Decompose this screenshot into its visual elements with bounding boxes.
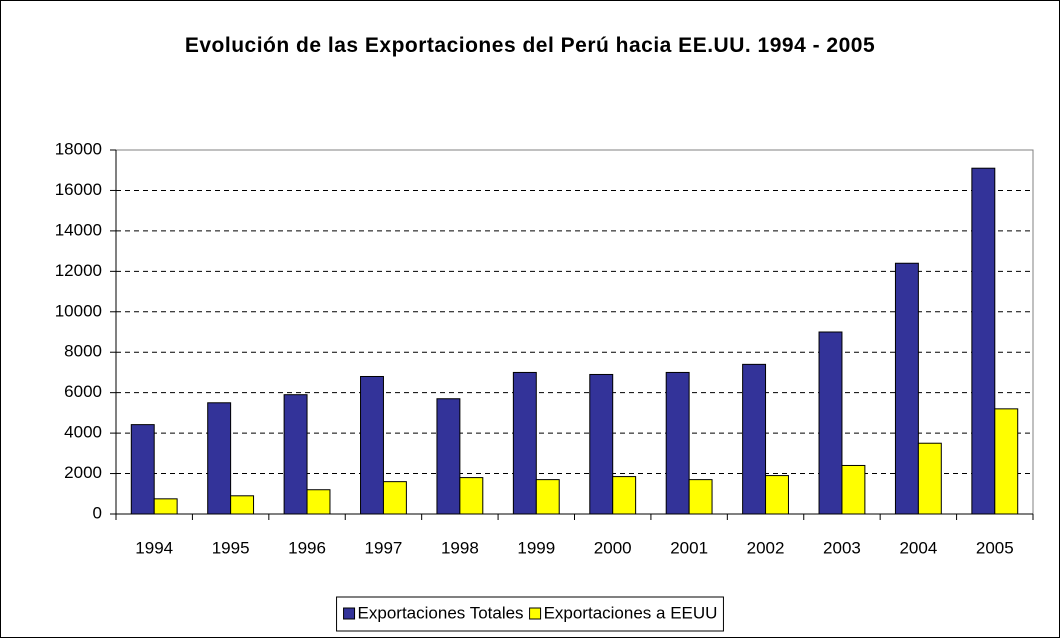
- x-tick-label: 2004: [899, 538, 937, 557]
- chart-title: Evolución de las Exportaciones del Perú …: [184, 34, 876, 57]
- bar: [971, 167, 996, 515]
- y-tick-label: 12000: [55, 261, 102, 280]
- x-tick-label: 1998: [441, 538, 479, 557]
- bar: [306, 489, 331, 515]
- bar: [512, 371, 537, 515]
- x-tick-label: 2003: [823, 538, 861, 557]
- x-tick-label: 2005: [976, 538, 1014, 557]
- y-tick-label: 6000: [64, 382, 102, 401]
- x-tick-label: 2002: [747, 538, 785, 557]
- bar: [994, 408, 1019, 515]
- bar: [917, 442, 942, 515]
- y-tick-label: 14000: [55, 220, 102, 239]
- bar: [535, 479, 560, 515]
- bar: [665, 371, 690, 515]
- x-tick-label: 1995: [212, 538, 250, 557]
- legend-label: Exportaciones Totales: [358, 603, 524, 622]
- bar: [230, 495, 255, 515]
- legend-label: Exportaciones a EEUU: [544, 603, 718, 622]
- bar: [207, 402, 232, 515]
- y-tick-label: 8000: [64, 342, 102, 361]
- bar: [436, 398, 461, 515]
- bar: [153, 498, 178, 515]
- bar: [765, 475, 789, 515]
- x-tick-label: 2001: [670, 538, 708, 557]
- x-tick-label: 1999: [517, 538, 555, 557]
- bar: [382, 481, 407, 515]
- bar: [841, 464, 866, 515]
- bar: [459, 477, 484, 515]
- x-tick-label: 1996: [288, 538, 326, 557]
- bar: [612, 476, 637, 515]
- x-tick-label: 1994: [135, 538, 173, 557]
- bar: [130, 424, 155, 515]
- x-tick-label: 1997: [365, 538, 403, 557]
- bar: [742, 363, 767, 515]
- y-tick-label: 2000: [64, 463, 102, 482]
- bar: [894, 262, 919, 515]
- y-tick-label: 4000: [64, 423, 102, 442]
- legend-swatch: [529, 607, 542, 620]
- y-tick-label: 16000: [55, 180, 102, 199]
- y-tick-label: 0: [93, 503, 102, 522]
- legend-swatch: [343, 607, 356, 620]
- bar: [818, 331, 843, 515]
- y-tick-label: 18000: [55, 139, 102, 158]
- bar: [283, 394, 308, 515]
- y-tick-label: 10000: [55, 301, 102, 320]
- bar: [688, 479, 713, 515]
- bar: [360, 375, 384, 515]
- bar: [589, 373, 614, 515]
- x-tick-label: 2000: [594, 538, 632, 557]
